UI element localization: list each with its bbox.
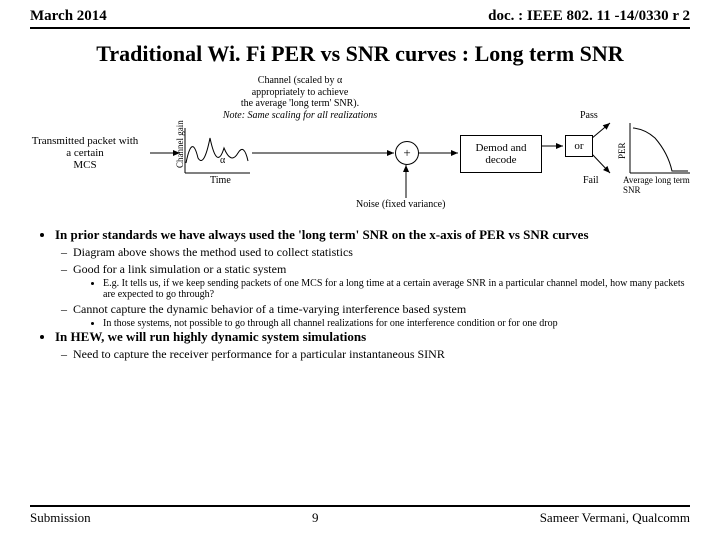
header-docid: doc. : IEEE 802. 11 -14/0330 r 2 — [488, 8, 690, 25]
noise-label: Noise (fixed variance) — [356, 199, 445, 211]
tx-packet-box: Transmitted packet with a certain MCS — [20, 133, 150, 173]
bullet-1: In prior standards we have always used t… — [55, 227, 685, 243]
footer-left: Submission — [30, 510, 91, 526]
bullet-1-2-1: E.g. It tells us, if we keep sending pac… — [103, 278, 685, 300]
bullet-1-3: Cannot capture the dynamic behavior of a… — [73, 302, 685, 317]
footer-author: Sameer Vermani, Qualcomm — [540, 510, 690, 526]
footer: Submission 9 Sameer Vermani, Qualcomm — [0, 505, 720, 526]
channel-gain-axis-label: Channel gain — [175, 120, 185, 168]
header-date: March 2014 — [30, 8, 107, 25]
block-diagram: Channel (scaled by α appropriately to ac… — [20, 73, 700, 223]
footer-rule — [30, 505, 690, 507]
bullet-2-1: Need to capture the receiver performance… — [73, 347, 685, 362]
per-axis-label: PER — [617, 142, 627, 159]
page-title: Traditional Wi. Fi PER vs SNR curves : L… — [10, 41, 710, 67]
demod-decode-box: Demod and decode — [460, 135, 542, 173]
avg-snr-axis-label: Average long term SNR — [623, 175, 700, 196]
or-box: or — [565, 135, 593, 157]
summing-node: + — [395, 141, 419, 165]
time-axis-label: Time — [210, 175, 231, 187]
bullet-1-3-1: In those systems, not possible to go thr… — [103, 318, 685, 329]
pass-label: Pass — [580, 110, 598, 122]
fail-label: Fail — [583, 175, 599, 187]
channel-note: Channel (scaled by α appropriately to ac… — [200, 75, 400, 121]
bullet-2: In HEW, we will run highly dynamic syste… — [55, 329, 685, 345]
footer-page-number: 9 — [312, 510, 319, 526]
bullet-content: In prior standards we have always used t… — [35, 227, 685, 362]
header-rule — [30, 27, 690, 29]
alpha-label: α — [220, 155, 225, 167]
bullet-1-2: Good for a link simulation or a static s… — [73, 262, 685, 277]
bullet-1-1: Diagram above shows the method used to c… — [73, 245, 685, 260]
